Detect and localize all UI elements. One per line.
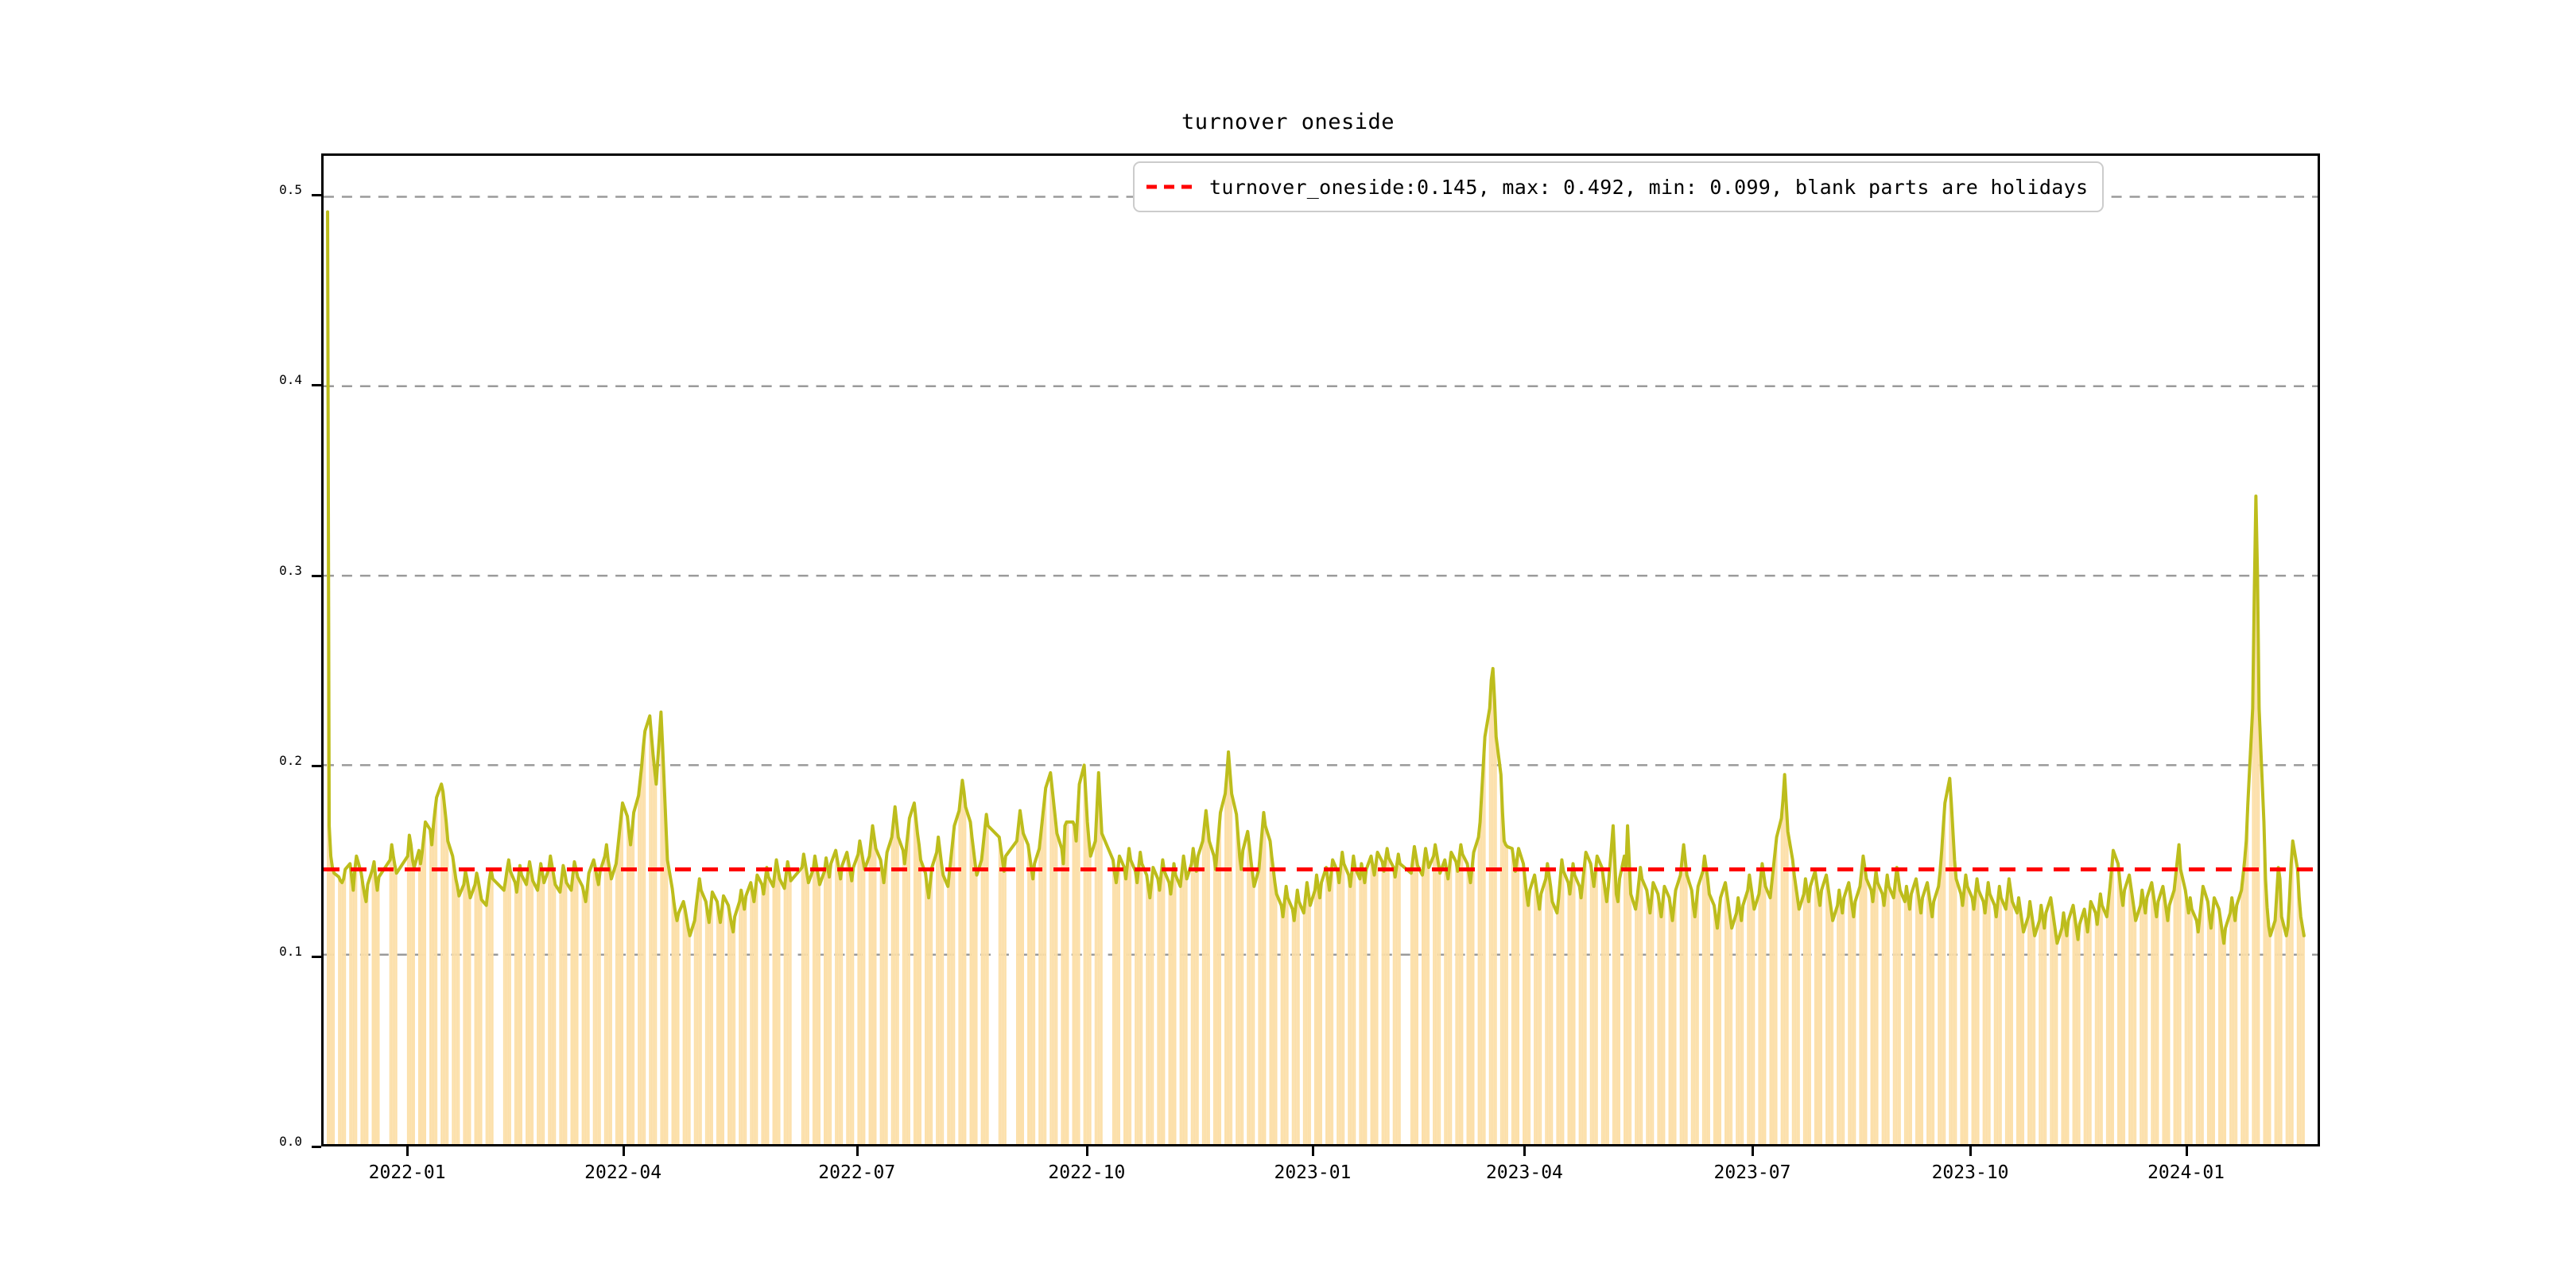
page-title: turnover oneside bbox=[1181, 110, 1395, 134]
y-axis-tick-label: 0.2 bbox=[279, 753, 302, 769]
x-axis-tick-mark bbox=[1085, 1146, 1088, 1156]
x-axis-tick-label: 2023-10 bbox=[1931, 1162, 2009, 1183]
turnover-fill-bands bbox=[324, 156, 2318, 1144]
x-axis-tick-mark bbox=[855, 1146, 859, 1156]
y-axis-tick-label: 0.0 bbox=[279, 1134, 302, 1149]
y-axis-tick-label: 0.3 bbox=[279, 562, 302, 578]
y-axis-tick-label: 0.4 bbox=[279, 372, 302, 388]
y-axis-tick-mark bbox=[312, 384, 321, 387]
x-axis-tick-mark bbox=[1311, 1146, 1314, 1156]
y-axis-tick-mark bbox=[312, 193, 321, 196]
y-axis-tick-label: 0.1 bbox=[279, 943, 302, 959]
legend-dashed-line-icon bbox=[1146, 184, 1194, 189]
x-axis-tick-mark bbox=[2185, 1146, 2188, 1156]
x-axis-tick-mark bbox=[622, 1146, 625, 1156]
x-axis-tick-label: 2022-10 bbox=[1048, 1162, 1126, 1183]
plot-area bbox=[321, 153, 2320, 1146]
x-axis-tick-mark bbox=[1969, 1146, 1973, 1156]
x-axis-tick-mark bbox=[406, 1146, 409, 1156]
x-axis-tick-label: 2022-01 bbox=[368, 1162, 446, 1183]
x-axis-tick-mark bbox=[1523, 1146, 1527, 1156]
y-axis-tick-mark bbox=[312, 1146, 321, 1148]
y-axis-tick-mark bbox=[312, 955, 321, 958]
x-axis-tick-label: 2024-01 bbox=[2147, 1162, 2225, 1183]
x-axis-tick-mark bbox=[1752, 1146, 1755, 1156]
x-axis-tick-label: 2023-07 bbox=[1713, 1162, 1791, 1183]
x-axis-tick-label: 2022-04 bbox=[584, 1162, 662, 1183]
x-axis-tick-label: 2023-04 bbox=[1485, 1162, 1563, 1183]
x-axis-tick-label: 2022-07 bbox=[818, 1162, 896, 1183]
y-axis-tick-mark bbox=[312, 765, 321, 768]
mean-reference-line bbox=[324, 156, 2318, 1144]
legend[interactable]: turnover_oneside:0.145, max: 0.492, min:… bbox=[1133, 161, 2105, 212]
x-axis-tick-label: 2023-01 bbox=[1274, 1162, 1352, 1183]
turnover-line-series bbox=[324, 156, 2318, 1144]
legend-label: turnover_oneside:0.145, max: 0.492, min:… bbox=[1209, 175, 2089, 199]
y-axis-tick-label: 0.5 bbox=[279, 181, 302, 197]
y-axis-tick-mark bbox=[312, 574, 321, 577]
